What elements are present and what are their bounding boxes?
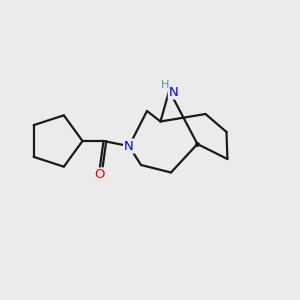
Text: N: N — [169, 85, 178, 99]
Text: H: H — [160, 80, 169, 90]
Text: O: O — [94, 168, 105, 182]
Text: N: N — [124, 140, 134, 153]
